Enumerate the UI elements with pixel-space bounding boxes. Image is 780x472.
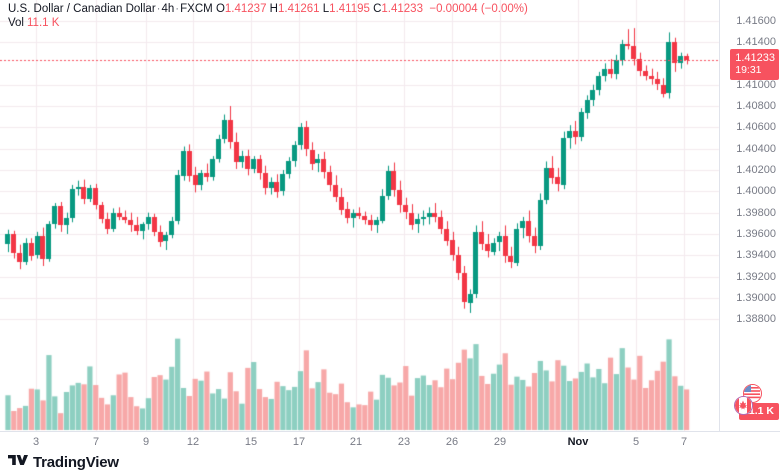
time-tick-label: 21: [349, 436, 363, 448]
tradingview-branding[interactable]: TradingView: [8, 453, 119, 472]
open-value: 1.41237: [224, 3, 267, 15]
tradingview-logo-icon: [8, 453, 28, 472]
time-tick-label: Nov: [567, 436, 589, 448]
current-price-value: 1.41233: [735, 51, 775, 64]
time-tick-label: 26: [445, 436, 459, 448]
price-tick-label: 1.39400: [736, 249, 776, 262]
price-tick-label: 1.39600: [736, 228, 776, 240]
symbol-name[interactable]: U.S. Dollar / Canadian Dollar: [8, 3, 156, 15]
price-tick-label: 1.40400: [736, 142, 776, 155]
price-tick-label: 1.40600: [736, 121, 776, 134]
time-axis[interactable]: 3 7 9 12 15 17 21 23 26 29 Nov 5 7: [0, 432, 716, 454]
low-key: L: [322, 3, 330, 15]
time-tick-label: 17: [292, 436, 306, 448]
time-tick-label: 5: [632, 436, 640, 448]
close-key: C: [373, 3, 382, 15]
time-tick-label: 12: [186, 436, 200, 448]
currency-flag-badges: [722, 384, 762, 418]
tradingview-wordmark: TradingView: [33, 453, 119, 471]
close-value: 1.41233: [381, 3, 423, 15]
volume-value: 11.1 K: [27, 17, 60, 29]
time-tick-label: 9: [142, 436, 150, 448]
time-axis-separator: [0, 431, 780, 432]
price-tick-label: 1.41400: [736, 36, 776, 48]
price-axis-separator: [719, 0, 720, 432]
price-tick-label: 1.38800: [736, 313, 776, 326]
volume-key: Vol: [8, 17, 24, 29]
exchange-label[interactable]: FXCM: [180, 3, 213, 15]
interval-label[interactable]: 4h: [161, 3, 175, 15]
time-tick-label: 7: [680, 436, 688, 448]
volume-legend: Vol 11.1 K: [8, 16, 59, 30]
price-tick-label: 1.39200: [736, 270, 776, 283]
change-value: −0.00004 (−0.00%): [429, 3, 528, 15]
current-price-badge[interactable]: 1.41233 19:31: [730, 48, 779, 80]
time-tick-label: 15: [244, 436, 258, 448]
high-value: 1.41261: [277, 3, 320, 15]
price-tick-label: 1.41600: [736, 14, 776, 27]
time-tick-label: 23: [397, 436, 411, 448]
price-tick-label: 1.39000: [736, 292, 776, 304]
price-tick-label: 1.40000: [736, 185, 776, 198]
high-key: H: [269, 3, 278, 15]
canada-flag-icon: [734, 396, 753, 415]
price-axis[interactable]: 1.41600 1.41400 1.41000 1.40800 1.40600 1.404…: [720, 0, 780, 432]
time-tick-label: 29: [493, 436, 507, 448]
price-tick-label: 1.39800: [736, 206, 776, 219]
legend-separator-2: ·: [175, 3, 180, 15]
price-tick-label: 1.41000: [736, 78, 776, 91]
price-tick-label: 1.40200: [736, 164, 776, 176]
current-price-time: 19:31: [735, 63, 762, 76]
low-value: 1.41195: [329, 3, 370, 15]
time-tick-label: 7: [92, 436, 100, 448]
open-key: O: [215, 3, 225, 15]
time-tick-label: 3: [32, 436, 40, 448]
price-tick-label: 1.40800: [736, 100, 776, 112]
legend-separator-1: ·: [156, 3, 161, 15]
chart-legend: U.S. Dollar / Canadian Dollar·4h·FXCM O1…: [8, 2, 528, 16]
